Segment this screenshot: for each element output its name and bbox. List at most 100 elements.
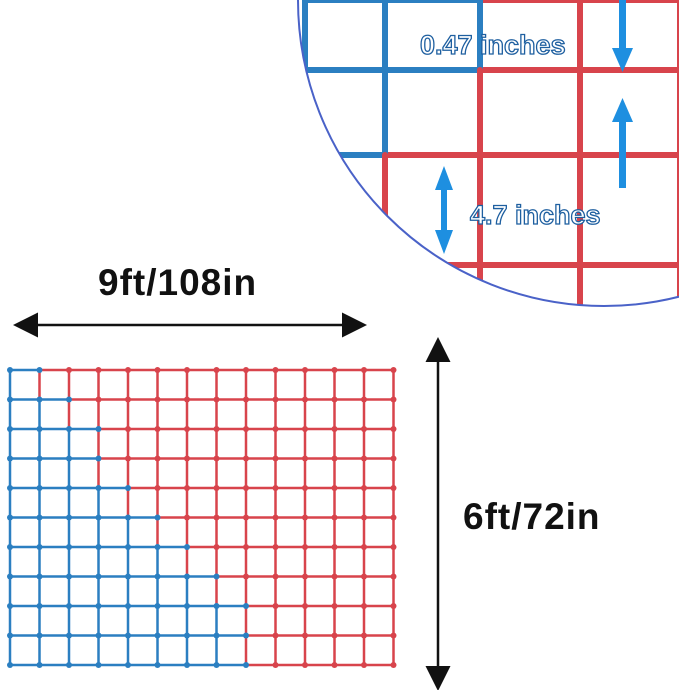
net-knot <box>154 455 161 462</box>
net-knot <box>243 426 249 432</box>
net-knot <box>243 573 249 580</box>
net-knot <box>213 426 220 432</box>
net-knot <box>331 485 338 491</box>
thickness-arrows <box>435 0 633 254</box>
net-knot <box>184 455 190 462</box>
rope-net <box>7 367 397 668</box>
net-knot <box>390 632 397 639</box>
net-knot <box>36 662 43 668</box>
net-knot <box>243 662 249 668</box>
net-knot <box>272 396 279 403</box>
net-knot <box>361 573 367 580</box>
net-knot <box>7 603 13 609</box>
net-knot <box>36 573 43 580</box>
net-knot <box>331 367 338 373</box>
net-knot <box>125 396 131 403</box>
net-knot <box>125 455 131 462</box>
mesh-size-label: 4.7 inches <box>470 200 601 230</box>
net-knot <box>302 367 308 373</box>
net-knot <box>36 544 43 550</box>
net-knot <box>272 573 279 580</box>
net-knot <box>7 396 13 403</box>
net-knot <box>36 485 43 491</box>
net-knot <box>361 514 367 521</box>
net-knot <box>66 632 72 639</box>
net-knot <box>213 573 220 580</box>
net-knot <box>361 367 367 373</box>
net-knot <box>390 662 397 668</box>
net-knot <box>95 544 102 550</box>
net-knot <box>331 544 338 550</box>
net-knot <box>7 573 13 580</box>
net-knot <box>95 514 102 521</box>
net-knot <box>184 396 190 403</box>
net-knot <box>361 455 367 462</box>
net-knot <box>66 455 72 462</box>
net-knot <box>361 485 367 491</box>
net-knot <box>36 426 43 432</box>
net-knot <box>184 632 190 639</box>
net-knot <box>95 396 102 403</box>
net-knot <box>213 455 220 462</box>
net-knot <box>66 514 72 521</box>
width-label: 9ft/108in <box>98 262 258 303</box>
net-knot <box>154 662 161 668</box>
net-knot <box>184 573 190 580</box>
net-knot <box>95 603 102 609</box>
net-knot <box>213 367 220 373</box>
net-knot <box>154 514 161 521</box>
net-knot <box>125 603 131 609</box>
net-knot <box>7 632 13 639</box>
net-knot <box>272 632 279 639</box>
net-knot <box>390 544 397 550</box>
net-knot <box>331 662 338 668</box>
net-knot <box>272 485 279 491</box>
net-knot <box>184 485 190 491</box>
net-knot <box>66 573 72 580</box>
net-knot <box>66 426 72 432</box>
net-knot <box>125 485 131 491</box>
net-knot <box>213 662 220 668</box>
net-knot <box>243 632 249 639</box>
net-knot <box>125 514 131 521</box>
rope-thickness-label: 0.47 inches <box>420 30 566 60</box>
net-knot <box>302 573 308 580</box>
net-knot <box>154 426 161 432</box>
net-knot <box>125 662 131 668</box>
net-knot <box>95 426 102 432</box>
net-knot <box>331 514 338 521</box>
net-knot <box>184 367 190 373</box>
net-knot <box>154 544 161 550</box>
net-knot <box>331 426 338 432</box>
net-knot <box>184 544 190 550</box>
net-knot <box>243 514 249 521</box>
net-knot <box>125 426 131 432</box>
net-knot <box>243 485 249 491</box>
net-knot <box>213 632 220 639</box>
net-knot <box>95 485 102 491</box>
net-knot <box>154 632 161 639</box>
net-knot <box>184 514 190 521</box>
net-knot <box>390 573 397 580</box>
net-knot <box>272 455 279 462</box>
net-knot <box>66 485 72 491</box>
net-knot <box>184 426 190 432</box>
net-knot <box>302 455 308 462</box>
net-knot <box>213 603 220 609</box>
net-knot <box>390 603 397 609</box>
net-knot <box>213 544 220 550</box>
net-knot <box>331 455 338 462</box>
net-knot <box>302 396 308 403</box>
net-knot <box>243 367 249 373</box>
net-knot <box>361 426 367 432</box>
net-knot <box>361 544 367 550</box>
net-knot <box>361 632 367 639</box>
net-knot <box>302 662 308 668</box>
net-knot <box>302 544 308 550</box>
net-knot <box>7 662 13 668</box>
net-knot <box>95 455 102 462</box>
net-knot <box>272 544 279 550</box>
height-label: 6ft/72in <box>463 496 601 537</box>
zoom-circle <box>297 0 679 307</box>
net-knot <box>243 603 249 609</box>
